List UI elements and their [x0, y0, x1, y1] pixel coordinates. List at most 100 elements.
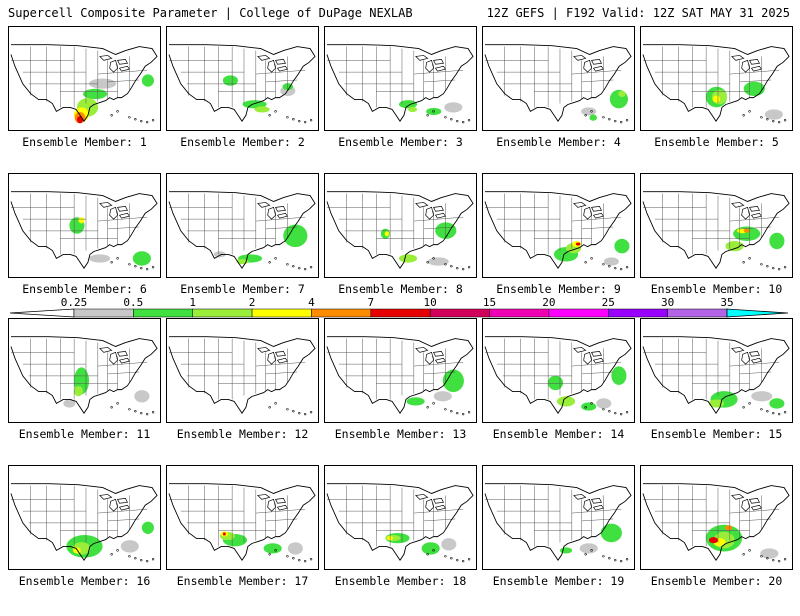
scp-contour-lime: [408, 106, 418, 112]
scp-contour-green: [132, 251, 151, 266]
member-panel: Ensemble Member: 11: [8, 318, 161, 469]
island-outline: [766, 118, 769, 121]
coastline: [10, 336, 158, 414]
member-caption: Ensemble Member: 16: [18, 574, 151, 588]
coastline: [642, 336, 790, 414]
island-outline: [110, 261, 113, 264]
island-outline: [268, 261, 271, 264]
coastline: [642, 483, 790, 561]
colorbar-bin: [667, 308, 728, 318]
colorbar-bin: [370, 308, 431, 318]
island-outline: [783, 411, 787, 414]
island-outline: [456, 119, 459, 123]
great-lakes: [573, 202, 604, 220]
island-outline: [602, 116, 605, 119]
scp-contour-green: [769, 398, 785, 409]
scp-contour-green: [141, 521, 154, 534]
member-caption: Ensemble Member: 20: [650, 574, 783, 588]
island-outline: [450, 557, 453, 560]
island-outline: [619, 559, 623, 563]
island-outline: [292, 118, 295, 121]
member-map: [640, 318, 793, 423]
island-outline: [748, 402, 751, 405]
member-map: [324, 173, 477, 278]
colorbar-tick-label: 7: [368, 296, 375, 309]
colorbar-tick-label: 15: [483, 296, 496, 309]
island-outline: [748, 549, 751, 552]
island-outline: [110, 114, 113, 117]
colorbar-bin: [489, 308, 550, 318]
scp-contour-green: [263, 543, 282, 554]
great-lakes: [415, 202, 446, 220]
island-outline: [467, 558, 471, 561]
great-lakes: [731, 55, 762, 73]
coastline: [642, 191, 790, 269]
member-caption: Ensemble Member: 19: [492, 574, 625, 588]
scp-contour-yellow: [78, 217, 85, 224]
island-outline: [145, 267, 149, 271]
island-outline: [303, 559, 307, 563]
scp-contour-lime: [556, 396, 576, 407]
member-panel: Ensemble Member: 16: [8, 465, 161, 616]
island-outline: [274, 402, 277, 405]
island-outline: [128, 263, 131, 266]
member-panel: Ensemble Member: 5: [640, 26, 793, 177]
island-outline: [742, 406, 745, 409]
member-panel: Ensemble Member: 12: [166, 318, 319, 469]
scp-contour-gray: [427, 257, 449, 266]
island-outline: [760, 408, 763, 411]
state-borders: [168, 193, 306, 255]
scp-contour-gray: [596, 398, 612, 409]
great-lakes: [257, 202, 288, 220]
state-borders: [168, 485, 306, 547]
island-outline: [766, 557, 769, 560]
scp-contour-green: [421, 542, 440, 555]
member-map: [640, 465, 793, 570]
island-outline: [140, 411, 143, 415]
coastline: [484, 336, 632, 414]
island-outline: [292, 265, 295, 268]
scp-contour-orange: [724, 525, 733, 531]
state-borders: [484, 485, 622, 547]
scp-contour-green: [426, 107, 442, 116]
island-outline: [286, 263, 289, 266]
state-borders: [642, 46, 780, 108]
state-borders: [642, 338, 780, 400]
island-outline: [461, 267, 465, 271]
great-lakes: [99, 202, 130, 220]
colorbar-right-arrow: [726, 308, 789, 318]
island-outline: [760, 116, 763, 119]
member-panel: Ensemble Member: 17: [166, 465, 319, 616]
island-outline: [777, 412, 781, 416]
island-outline: [432, 110, 435, 113]
coastline: [326, 483, 474, 561]
scp-contour-gray: [89, 254, 111, 263]
colorbar-tick-label: 4: [308, 296, 315, 309]
island-outline: [625, 266, 629, 269]
member-caption: Ensemble Member: 5: [654, 135, 779, 149]
island-outline: [772, 411, 775, 415]
member-panel: Ensemble Member: 6: [8, 173, 161, 324]
island-outline: [742, 553, 745, 556]
scp-contour-yellow: [712, 95, 721, 103]
coastline: [484, 44, 632, 122]
island-outline: [134, 118, 137, 121]
scp-contour-lime: [73, 385, 83, 397]
member-caption: Ensemble Member: 10: [650, 282, 783, 296]
colorbar-bin: [429, 308, 490, 318]
island-outline: [432, 402, 435, 405]
island-outline: [590, 110, 593, 113]
island-outline: [608, 265, 611, 268]
island-outline: [286, 116, 289, 119]
scp-contour-green: [589, 114, 598, 121]
member-panel: Ensemble Member: 9: [482, 173, 635, 324]
island-outline: [303, 267, 307, 271]
island-outline: [298, 266, 301, 270]
island-outline: [116, 402, 119, 405]
scp-contour-green: [435, 222, 457, 239]
scp-contour-gray: [433, 391, 452, 402]
island-outline: [292, 557, 295, 560]
island-outline: [145, 412, 149, 416]
member-panel: Ensemble Member: 8: [324, 173, 477, 324]
member-panel: Ensemble Member: 3: [324, 26, 477, 177]
